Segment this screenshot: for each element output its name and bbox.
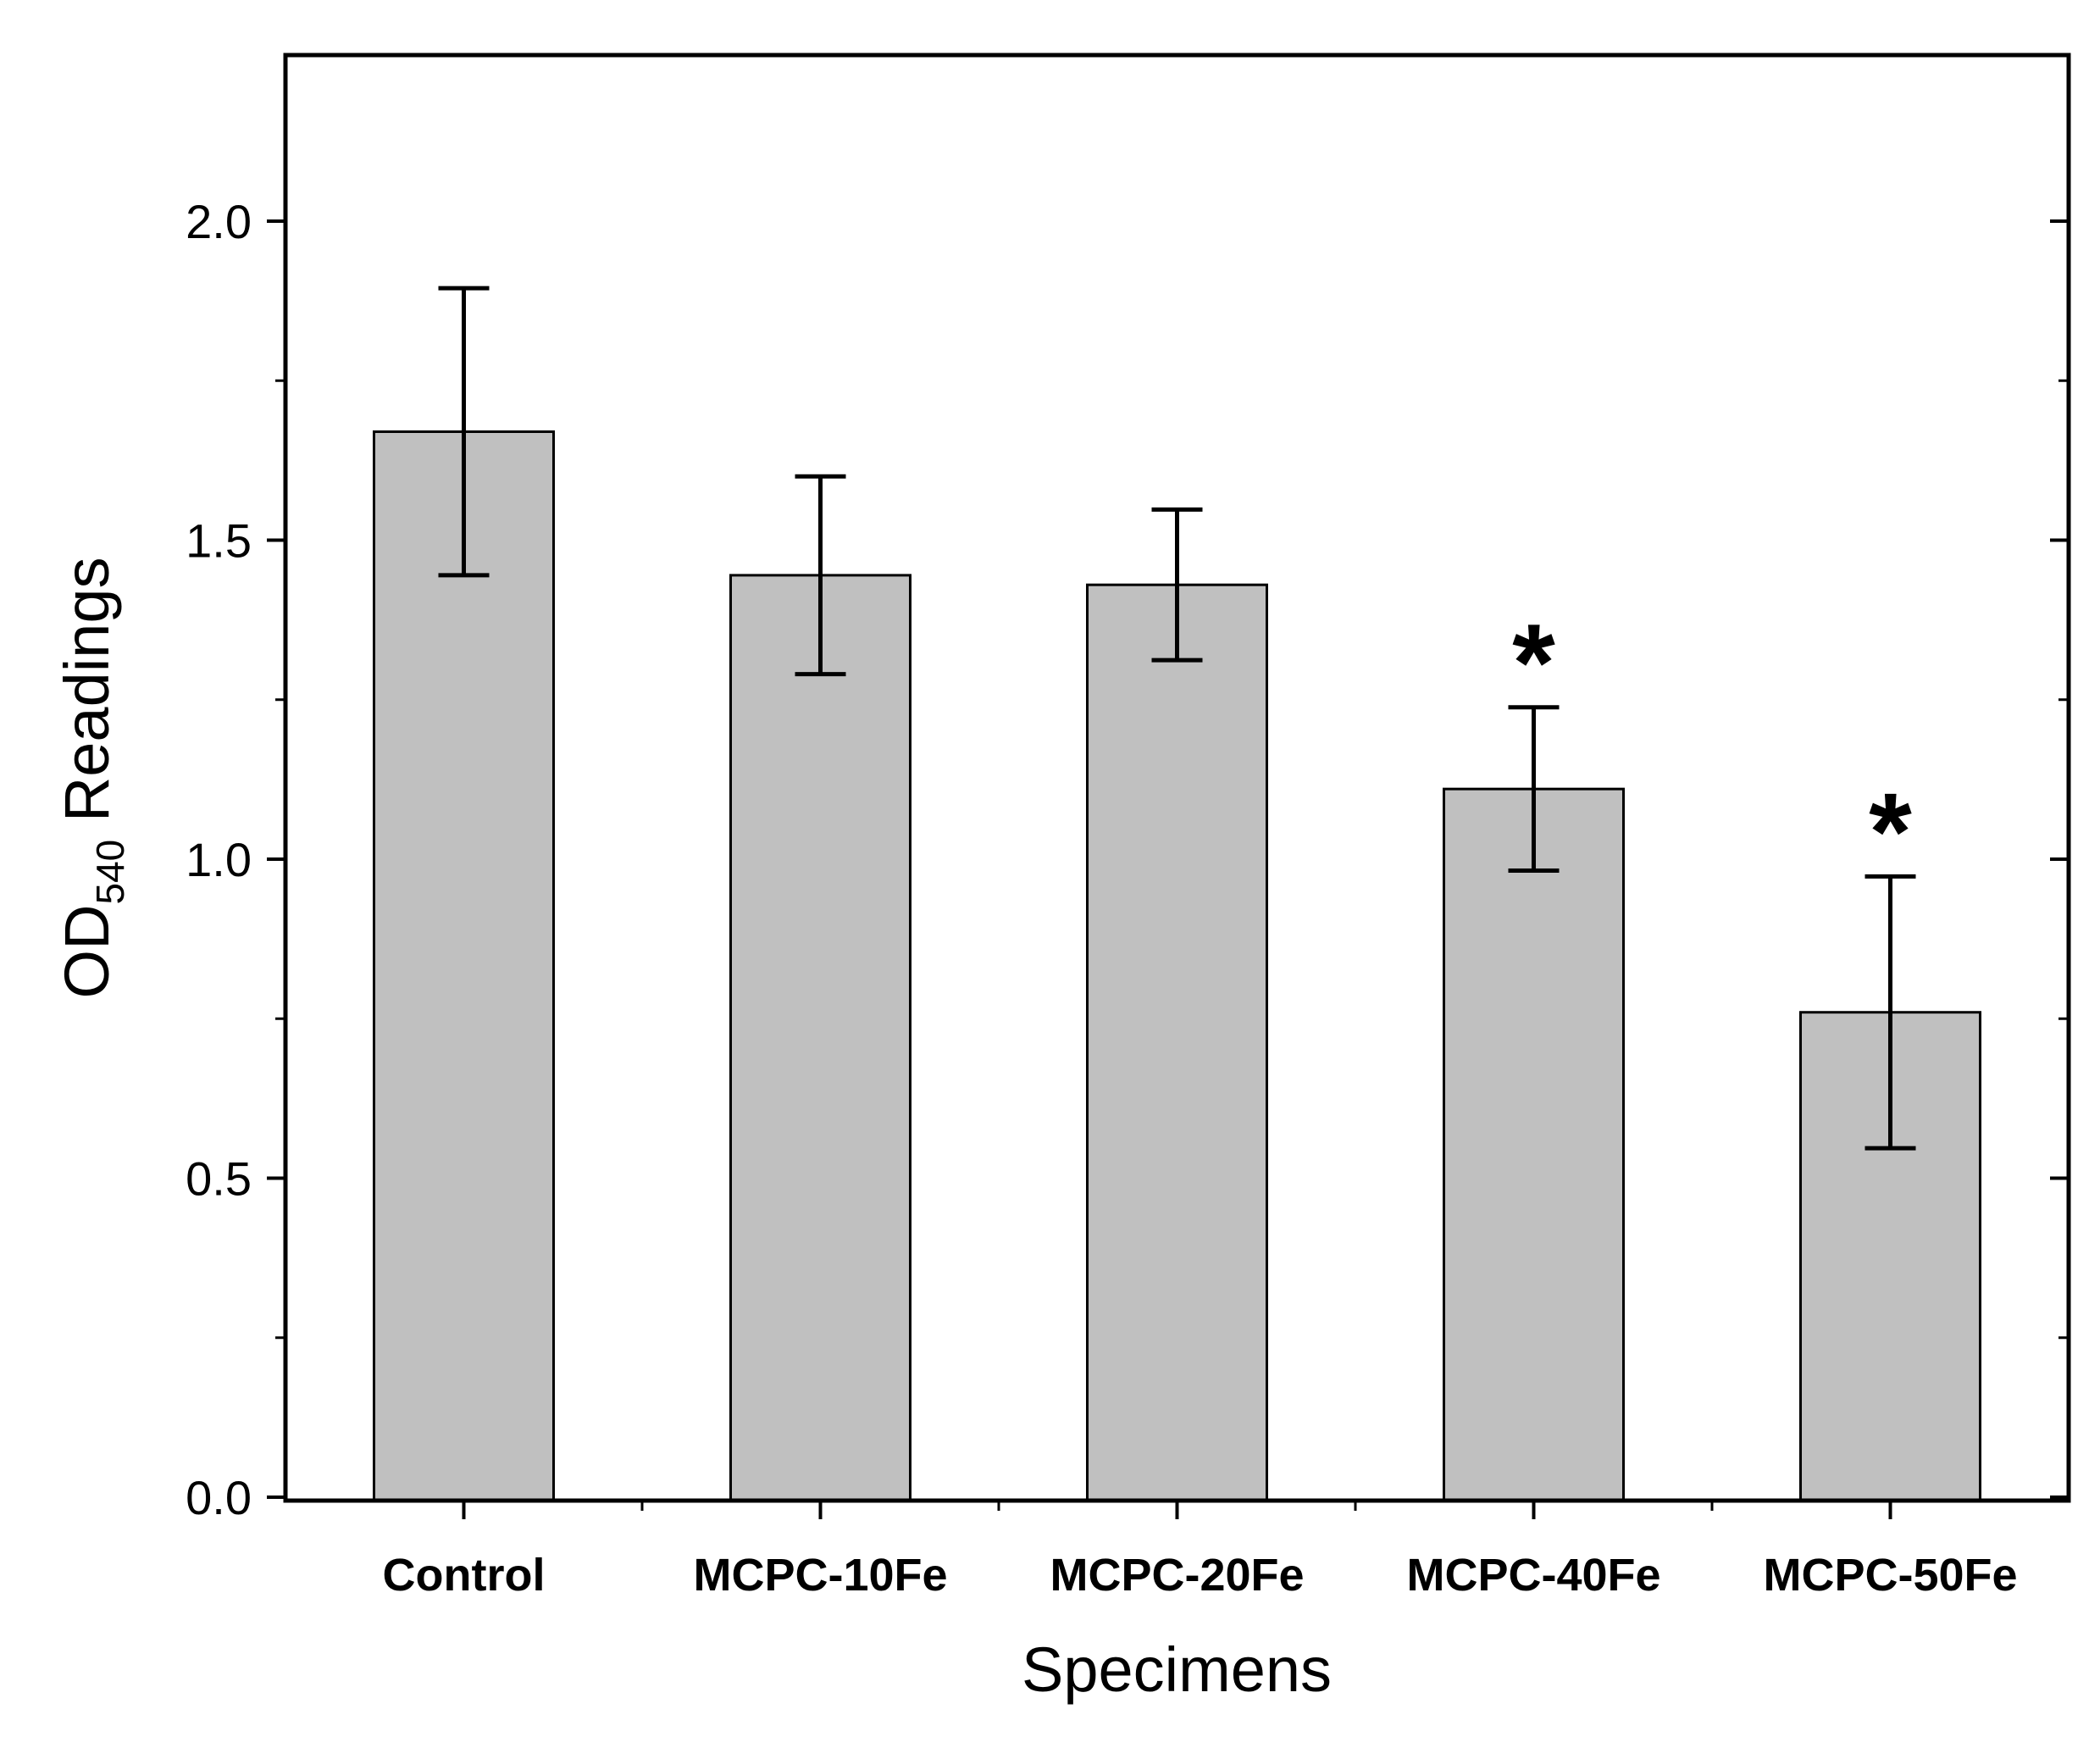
y-axis-title-subscript: 540 [88, 840, 132, 905]
x-tick-label-mcpc-10fe: MCPC-10Fe [693, 1550, 947, 1601]
error-bars-layer [438, 286, 1916, 1151]
x-tick-label-mcpc-20fe: MCPC-20Fe [1050, 1550, 1304, 1601]
bar-mcpc-40fe [1443, 787, 1625, 1502]
y-axis-title: OD540 Readings [52, 558, 132, 999]
y-axis-title-rest: Readings [52, 558, 122, 840]
y-tick-label: 0.0 [186, 1471, 252, 1524]
bar-control [373, 430, 555, 1502]
y-tick-label: 1.5 [186, 514, 252, 568]
bar-mcpc-10fe [729, 574, 911, 1502]
x-tick-label-control: Control [383, 1550, 546, 1601]
significance-marker-mcpc-40fe: * [1512, 601, 1555, 724]
x-tick-label-mcpc-50fe: MCPC-50Fe [1763, 1550, 2017, 1601]
x-axis-title: Specimens [1022, 1634, 1332, 1705]
labels-layer: Control MCPC-10Fe MCPC-20Fe * MCPC-40Fe * MCPC… [186, 195, 2017, 1601]
x-tick-label-mcpc-40fe: MCPC-40Fe [1406, 1550, 1660, 1601]
bar-mcpc-20fe [1086, 583, 1268, 1502]
y-tick-label: 2.0 [186, 195, 252, 248]
significance-marker-mcpc-50fe: * [1869, 769, 1912, 893]
plot-frame [283, 53, 2071, 1503]
y-axis-title-main: OD [52, 904, 122, 998]
y-tick-label: 0.5 [186, 1152, 252, 1206]
y-tick-label: 1.0 [186, 833, 252, 886]
